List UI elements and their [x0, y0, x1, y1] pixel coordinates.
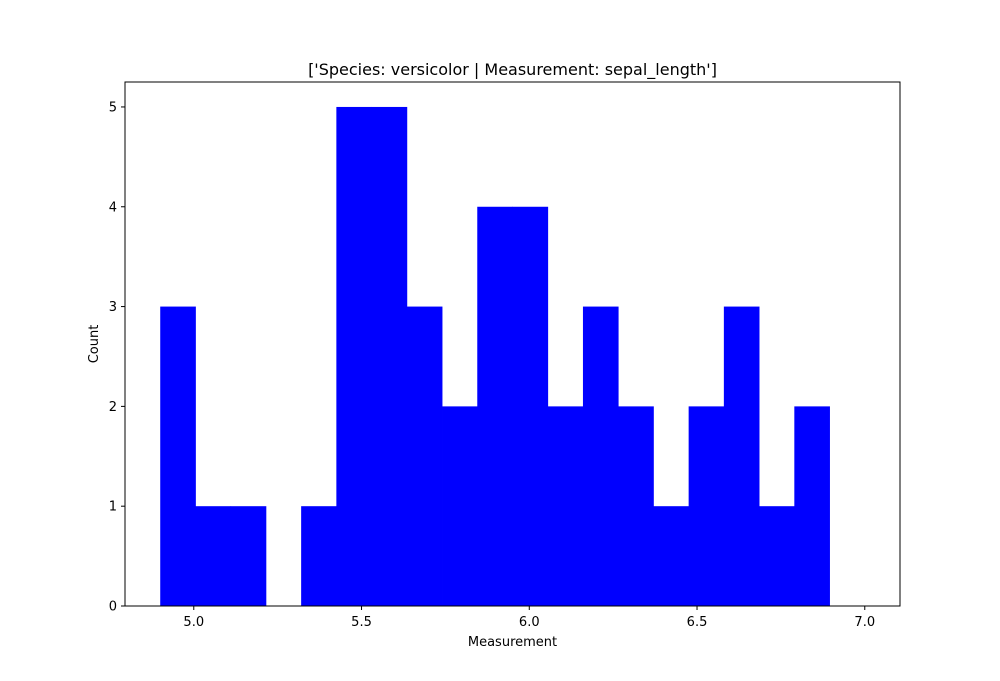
histogram-bar	[582, 306, 619, 606]
y-tick-label: 4	[109, 200, 117, 215]
bars-group	[160, 106, 830, 606]
histogram-bar	[547, 406, 584, 606]
x-tick-label: 5.0	[183, 615, 204, 630]
y-axis-ticks: 0 1 2 3 4 5	[109, 100, 125, 615]
y-tick-label: 5	[109, 100, 117, 115]
y-tick-label: 2	[109, 400, 117, 415]
histogram-bar	[477, 206, 513, 606]
x-tick-label: 6.5	[687, 615, 708, 630]
y-axis-label: Count	[87, 325, 102, 364]
histogram-bar	[688, 406, 725, 606]
y-tick-label: 0	[109, 600, 117, 615]
histogram-bar	[336, 106, 372, 606]
histogram-bar	[301, 506, 337, 606]
histogram-bar	[723, 306, 760, 606]
histogram-bar	[618, 406, 654, 606]
y-tick-label: 3	[109, 300, 117, 315]
histogram-bar	[195, 506, 232, 606]
y-tick-label: 1	[109, 500, 117, 515]
histogram-bar	[512, 206, 549, 606]
chart-title: ['Species: versicolor | Measurement: sep…	[308, 60, 717, 80]
histogram-bar	[160, 306, 196, 606]
x-tick-label: 5.5	[351, 615, 372, 630]
histogram-bar	[230, 506, 267, 606]
histogram-bar	[653, 506, 690, 606]
histogram-bar	[442, 406, 478, 606]
histogram-bar	[794, 406, 830, 606]
plot-frame	[124, 81, 901, 607]
histogram-bar	[759, 506, 795, 606]
histogram-bar	[371, 106, 408, 606]
x-tick-label: 7.0	[854, 615, 875, 630]
x-tick-label: 6.0	[519, 615, 540, 630]
histogram-bar	[406, 306, 443, 606]
x-axis-ticks: 5.0 5.5 6.0 6.5 7.0	[183, 606, 875, 630]
x-axis-label: Measurement	[468, 635, 557, 650]
